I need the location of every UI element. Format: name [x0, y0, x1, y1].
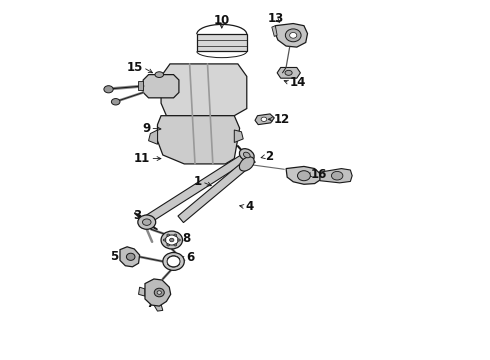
Polygon shape: [145, 279, 171, 306]
Text: 4: 4: [245, 200, 253, 213]
Ellipse shape: [155, 72, 164, 77]
Ellipse shape: [285, 70, 292, 75]
Ellipse shape: [104, 86, 113, 93]
Ellipse shape: [143, 219, 151, 225]
Ellipse shape: [174, 244, 177, 246]
Polygon shape: [275, 23, 308, 47]
Polygon shape: [120, 247, 140, 267]
Ellipse shape: [297, 171, 310, 181]
Ellipse shape: [163, 239, 166, 241]
Polygon shape: [154, 304, 163, 311]
Polygon shape: [157, 116, 240, 164]
Text: 11: 11: [134, 152, 150, 165]
Polygon shape: [286, 166, 320, 184]
Polygon shape: [320, 168, 352, 183]
Ellipse shape: [244, 152, 250, 158]
Polygon shape: [178, 161, 249, 222]
Text: 13: 13: [267, 12, 284, 25]
Text: 14: 14: [290, 76, 306, 89]
Text: 5: 5: [110, 250, 118, 263]
Text: 8: 8: [182, 233, 191, 246]
Text: 10: 10: [214, 14, 230, 27]
Ellipse shape: [290, 32, 297, 38]
Ellipse shape: [165, 235, 178, 245]
Text: 1: 1: [194, 175, 202, 188]
Text: 16: 16: [311, 168, 327, 181]
Polygon shape: [272, 26, 277, 36]
Ellipse shape: [154, 288, 164, 297]
Text: 2: 2: [265, 150, 273, 163]
Polygon shape: [197, 34, 247, 51]
Polygon shape: [277, 67, 300, 78]
Polygon shape: [148, 130, 157, 144]
Text: 6: 6: [186, 251, 195, 264]
Polygon shape: [143, 75, 179, 98]
Ellipse shape: [126, 253, 135, 260]
Polygon shape: [234, 130, 243, 143]
Ellipse shape: [111, 99, 120, 105]
Ellipse shape: [167, 244, 170, 246]
Text: 7: 7: [147, 297, 154, 310]
Ellipse shape: [285, 29, 301, 42]
Ellipse shape: [167, 256, 180, 267]
Ellipse shape: [240, 149, 254, 161]
Text: 12: 12: [273, 113, 290, 126]
Polygon shape: [143, 155, 245, 225]
Polygon shape: [138, 81, 143, 90]
Ellipse shape: [261, 117, 267, 121]
Text: 3: 3: [133, 209, 142, 222]
Polygon shape: [139, 287, 145, 296]
Ellipse shape: [161, 231, 182, 249]
Ellipse shape: [331, 171, 343, 180]
Ellipse shape: [170, 238, 174, 242]
Ellipse shape: [157, 291, 161, 294]
Polygon shape: [255, 114, 274, 125]
Polygon shape: [161, 64, 247, 116]
Ellipse shape: [138, 215, 156, 229]
Ellipse shape: [239, 157, 254, 171]
Ellipse shape: [163, 252, 184, 270]
Text: 15: 15: [127, 61, 143, 74]
Ellipse shape: [174, 234, 177, 236]
Ellipse shape: [167, 234, 170, 236]
Text: 9: 9: [142, 122, 150, 135]
Ellipse shape: [177, 239, 180, 241]
